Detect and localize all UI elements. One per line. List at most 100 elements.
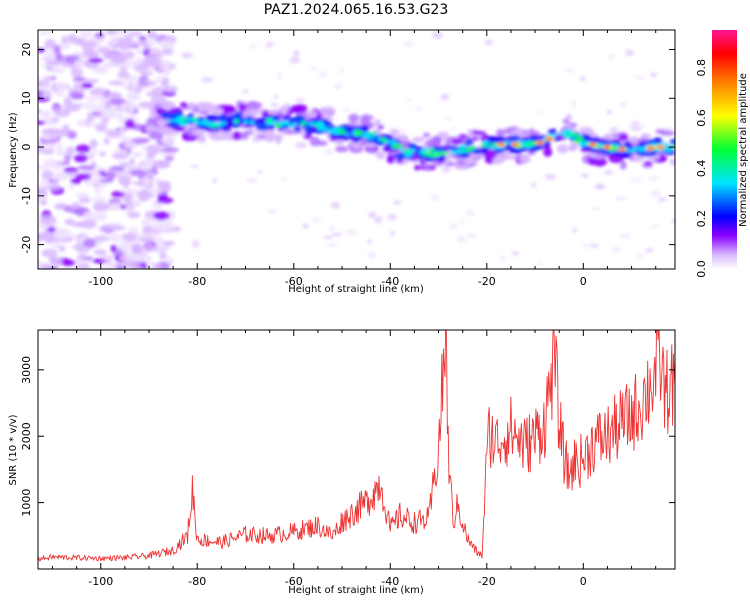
spectral-blob	[547, 129, 557, 135]
spectral-blob	[101, 254, 116, 259]
spectral-blob	[165, 156, 174, 161]
colorbar-tick-label: 0.2	[695, 210, 708, 228]
y-tick-label: 20	[20, 43, 33, 57]
spectral-blob	[390, 144, 397, 149]
spectral-blob	[671, 219, 675, 224]
spectral-blob	[319, 106, 335, 116]
spectral-blob	[368, 211, 377, 219]
spectral-blob	[91, 196, 106, 203]
spectral-blob	[280, 176, 286, 181]
spectral-blob	[403, 41, 415, 47]
spectral-blob	[38, 165, 50, 170]
spectral-blob	[114, 112, 124, 119]
spectral-blob	[508, 149, 515, 154]
colorbar: 0.0 0.2 0.4 0.6 0.8 Normalized spectral ampl…	[695, 30, 749, 278]
spectral-blob	[587, 137, 602, 144]
spectral-blob	[422, 147, 429, 152]
spectral-blob	[256, 123, 270, 131]
spectral-blob	[68, 33, 78, 43]
spectral-blob	[72, 76, 87, 82]
spectral-blob	[487, 145, 497, 150]
spectral-blob	[80, 219, 97, 229]
y-tick-label: 1000	[20, 489, 33, 517]
spectral-blob	[544, 174, 556, 180]
spectral-blob	[326, 243, 338, 248]
spectral-blob	[343, 107, 350, 113]
snr-x-axis-label: Height of straight line (km)	[288, 585, 424, 596]
spectral-blob	[317, 121, 324, 125]
spectral-blob	[546, 137, 554, 141]
spectrogram-y-ticks: -20 -10 0 10 20	[20, 43, 675, 254]
spectral-blob	[39, 263, 52, 269]
spectral-blob	[543, 147, 553, 157]
spectral-blob	[572, 138, 584, 143]
spectral-blob	[494, 136, 506, 143]
spectral-blob	[145, 144, 163, 155]
spectral-blob	[267, 124, 276, 130]
spectral-blob	[493, 148, 504, 154]
spectral-blob	[465, 233, 478, 239]
spectral-blob	[43, 75, 54, 81]
spectral-blob	[82, 238, 96, 249]
spectral-blob	[128, 158, 136, 166]
spectral-blob	[81, 82, 94, 89]
spectral-blob	[438, 154, 446, 162]
spectral-blob	[137, 101, 156, 109]
spectral-blob	[637, 152, 649, 157]
spectral-blob	[50, 256, 63, 267]
spectral-blob	[99, 151, 106, 157]
spectral-blob	[118, 126, 126, 135]
spectral-blob	[162, 85, 179, 93]
spectral-blob	[155, 180, 169, 187]
spectral-blob	[81, 122, 99, 128]
spectral-blob	[85, 102, 97, 111]
spectral-blob	[159, 100, 176, 108]
spectral-blob	[590, 243, 599, 248]
spectral-blob	[77, 248, 91, 253]
spectral-blob	[130, 59, 140, 66]
spectral-blob	[142, 42, 150, 50]
spectral-blob	[64, 218, 76, 226]
spectral-blob	[63, 96, 72, 106]
spectral-blob	[41, 248, 58, 258]
spectral-blob	[311, 218, 322, 222]
spectral-blob	[581, 243, 592, 248]
spectral-blob	[663, 147, 674, 153]
spectral-blob	[576, 135, 584, 140]
spectral-blob	[153, 244, 170, 251]
spectral-blob	[367, 239, 373, 244]
spectral-blob	[118, 176, 132, 187]
colorbar-tick-label: 0.6	[695, 109, 708, 127]
spectral-blob	[106, 93, 121, 99]
spectral-blob	[275, 134, 282, 145]
spectral-blob	[605, 109, 613, 115]
spectral-blob	[359, 115, 374, 121]
spectral-blob	[242, 89, 249, 94]
spectral-blob	[303, 134, 313, 140]
spectral-blob	[92, 67, 107, 74]
y-tick-label: 0	[20, 144, 33, 151]
spectral-blob	[56, 229, 66, 240]
spectral-blob	[399, 136, 409, 143]
spectral-blob	[569, 140, 580, 151]
spectral-blob	[136, 48, 144, 55]
spectral-blob	[497, 143, 505, 146]
spectral-blob	[604, 169, 614, 175]
spectral-blob	[179, 102, 188, 108]
spectral-blob	[115, 265, 125, 269]
spectral-blob	[669, 138, 675, 145]
spectral-blob	[68, 87, 86, 95]
spectral-blob	[245, 100, 260, 111]
spectral-blob	[172, 111, 184, 118]
y-tick-label: -10	[20, 187, 33, 205]
spectral-blob	[88, 57, 104, 63]
spectral-blob	[578, 126, 594, 134]
spectral-blob	[146, 91, 158, 97]
spectral-blob	[318, 71, 328, 78]
spectral-blob	[342, 136, 350, 141]
spectral-blob	[41, 148, 55, 155]
colorbar-label: Normalized spectral amplitude	[738, 73, 749, 227]
spectral-blob	[161, 147, 179, 153]
spectral-blob	[495, 128, 506, 138]
spectral-blob	[162, 240, 173, 247]
